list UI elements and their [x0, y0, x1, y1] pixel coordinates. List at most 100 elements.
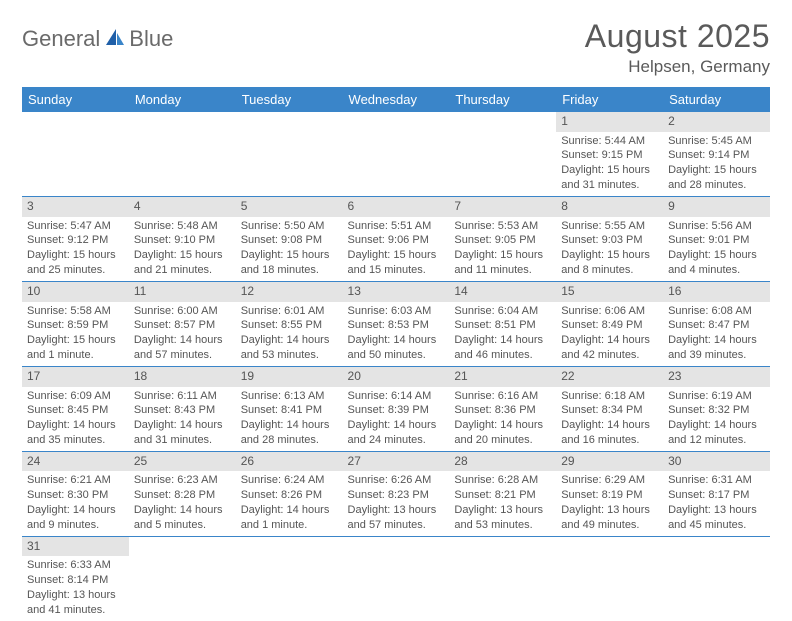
calendar-cell: 13Sunrise: 6:03 AMSunset: 8:53 PMDayligh…: [343, 281, 450, 366]
calendar-cell: [343, 112, 450, 196]
calendar-cell: 26Sunrise: 6:24 AMSunset: 8:26 PMDayligh…: [236, 451, 343, 536]
sunrise-text: Sunrise: 5:50 AM: [241, 219, 338, 234]
calendar-cell: 9Sunrise: 5:56 AMSunset: 9:01 PMDaylight…: [663, 196, 770, 281]
day-data: Sunrise: 5:55 AMSunset: 9:03 PMDaylight:…: [556, 217, 663, 281]
brand-word2: Blue: [129, 26, 173, 52]
day-number: 24: [22, 452, 129, 472]
daylight-text: Daylight: 14 hours and 5 minutes.: [134, 503, 231, 533]
sunset-text: Sunset: 8:26 PM: [241, 488, 338, 503]
sunrise-text: Sunrise: 6:31 AM: [668, 473, 765, 488]
daylight-text: Daylight: 15 hours and 8 minutes.: [561, 248, 658, 278]
day-data: Sunrise: 6:09 AMSunset: 8:45 PMDaylight:…: [22, 387, 129, 451]
sunrise-text: Sunrise: 5:58 AM: [27, 304, 124, 319]
day-number: [129, 537, 236, 541]
day-data: Sunrise: 6:03 AMSunset: 8:53 PMDaylight:…: [343, 302, 450, 366]
day-number: 1: [556, 112, 663, 132]
calendar-cell: 23Sunrise: 6:19 AMSunset: 8:32 PMDayligh…: [663, 366, 770, 451]
day-data: Sunrise: 5:56 AMSunset: 9:01 PMDaylight:…: [663, 217, 770, 281]
daylight-text: Daylight: 13 hours and 41 minutes.: [27, 588, 124, 618]
sunrise-text: Sunrise: 6:04 AM: [454, 304, 551, 319]
calendar-row: 1Sunrise: 5:44 AMSunset: 9:15 PMDaylight…: [22, 112, 770, 196]
calendar-cell: 16Sunrise: 6:08 AMSunset: 8:47 PMDayligh…: [663, 281, 770, 366]
sunset-text: Sunset: 8:28 PM: [134, 488, 231, 503]
day-data: Sunrise: 5:47 AMSunset: 9:12 PMDaylight:…: [22, 217, 129, 281]
calendar-row: 3Sunrise: 5:47 AMSunset: 9:12 PMDaylight…: [22, 196, 770, 281]
calendar-cell: 28Sunrise: 6:28 AMSunset: 8:21 PMDayligh…: [449, 451, 556, 536]
daylight-text: Daylight: 15 hours and 28 minutes.: [668, 163, 765, 193]
sunrise-text: Sunrise: 5:48 AM: [134, 219, 231, 234]
sunrise-text: Sunrise: 5:47 AM: [27, 219, 124, 234]
day-number: 21: [449, 367, 556, 387]
sunrise-text: Sunrise: 6:24 AM: [241, 473, 338, 488]
day-data: Sunrise: 6:00 AMSunset: 8:57 PMDaylight:…: [129, 302, 236, 366]
sunset-text: Sunset: 8:19 PM: [561, 488, 658, 503]
daylight-text: Daylight: 15 hours and 1 minute.: [27, 333, 124, 363]
sunset-text: Sunset: 8:21 PM: [454, 488, 551, 503]
daylight-text: Daylight: 14 hours and 24 minutes.: [348, 418, 445, 448]
sunset-text: Sunset: 8:39 PM: [348, 403, 445, 418]
calendar-cell: [129, 112, 236, 196]
sunrise-text: Sunrise: 6:08 AM: [668, 304, 765, 319]
day-data: Sunrise: 6:06 AMSunset: 8:49 PMDaylight:…: [556, 302, 663, 366]
calendar-cell: 5Sunrise: 5:50 AMSunset: 9:08 PMDaylight…: [236, 196, 343, 281]
calendar-cell: 15Sunrise: 6:06 AMSunset: 8:49 PMDayligh…: [556, 281, 663, 366]
title-block: August 2025 Helpsen, Germany: [585, 18, 770, 77]
daylight-text: Daylight: 14 hours and 53 minutes.: [241, 333, 338, 363]
calendar-cell: 6Sunrise: 5:51 AMSunset: 9:06 PMDaylight…: [343, 196, 450, 281]
day-number: 13: [343, 282, 450, 302]
sunrise-text: Sunrise: 6:28 AM: [454, 473, 551, 488]
day-number: 7: [449, 197, 556, 217]
calendar-cell: 31Sunrise: 6:33 AMSunset: 8:14 PMDayligh…: [22, 536, 129, 620]
sunrise-text: Sunrise: 6:19 AM: [668, 389, 765, 404]
day-data: Sunrise: 6:11 AMSunset: 8:43 PMDaylight:…: [129, 387, 236, 451]
sunrise-text: Sunrise: 6:06 AM: [561, 304, 658, 319]
calendar-table: Sunday Monday Tuesday Wednesday Thursday…: [22, 87, 770, 621]
calendar-cell: 7Sunrise: 5:53 AMSunset: 9:05 PMDaylight…: [449, 196, 556, 281]
day-data: Sunrise: 5:48 AMSunset: 9:10 PMDaylight:…: [129, 217, 236, 281]
day-number: 11: [129, 282, 236, 302]
sunset-text: Sunset: 8:45 PM: [27, 403, 124, 418]
sunrise-text: Sunrise: 6:11 AM: [134, 389, 231, 404]
daylight-text: Daylight: 14 hours and 50 minutes.: [348, 333, 445, 363]
sunrise-text: Sunrise: 5:53 AM: [454, 219, 551, 234]
daylight-text: Daylight: 14 hours and 1 minute.: [241, 503, 338, 533]
day-number: [449, 112, 556, 116]
daylight-text: Daylight: 14 hours and 12 minutes.: [668, 418, 765, 448]
sail-icon: [104, 27, 126, 52]
sunset-text: Sunset: 8:57 PM: [134, 318, 231, 333]
day-number: 23: [663, 367, 770, 387]
day-data: Sunrise: 5:44 AMSunset: 9:15 PMDaylight:…: [556, 132, 663, 196]
day-number: 20: [343, 367, 450, 387]
calendar-cell: 21Sunrise: 6:16 AMSunset: 8:36 PMDayligh…: [449, 366, 556, 451]
day-number: 15: [556, 282, 663, 302]
calendar-cell: 10Sunrise: 5:58 AMSunset: 8:59 PMDayligh…: [22, 281, 129, 366]
calendar-cell: [22, 112, 129, 196]
sunset-text: Sunset: 8:47 PM: [668, 318, 765, 333]
day-number: [449, 537, 556, 541]
sunset-text: Sunset: 8:36 PM: [454, 403, 551, 418]
day-number: 25: [129, 452, 236, 472]
calendar-row: 10Sunrise: 5:58 AMSunset: 8:59 PMDayligh…: [22, 281, 770, 366]
day-data: Sunrise: 6:31 AMSunset: 8:17 PMDaylight:…: [663, 471, 770, 535]
day-number: 29: [556, 452, 663, 472]
sunset-text: Sunset: 8:43 PM: [134, 403, 231, 418]
calendar-cell: 24Sunrise: 6:21 AMSunset: 8:30 PMDayligh…: [22, 451, 129, 536]
sunrise-text: Sunrise: 6:18 AM: [561, 389, 658, 404]
day-number: 3: [22, 197, 129, 217]
day-number: 5: [236, 197, 343, 217]
sunset-text: Sunset: 9:05 PM: [454, 233, 551, 248]
sunset-text: Sunset: 9:10 PM: [134, 233, 231, 248]
weekday-header-row: Sunday Monday Tuesday Wednesday Thursday…: [22, 87, 770, 112]
daylight-text: Daylight: 14 hours and 42 minutes.: [561, 333, 658, 363]
brand-logo: General Blue: [22, 18, 173, 52]
weekday-header: Tuesday: [236, 87, 343, 112]
day-number: [236, 112, 343, 116]
daylight-text: Daylight: 13 hours and 53 minutes.: [454, 503, 551, 533]
daylight-text: Daylight: 14 hours and 16 minutes.: [561, 418, 658, 448]
daylight-text: Daylight: 14 hours and 57 minutes.: [134, 333, 231, 363]
sunset-text: Sunset: 9:01 PM: [668, 233, 765, 248]
sunrise-text: Sunrise: 5:45 AM: [668, 134, 765, 149]
day-number: 19: [236, 367, 343, 387]
sunset-text: Sunset: 8:23 PM: [348, 488, 445, 503]
day-number: 18: [129, 367, 236, 387]
